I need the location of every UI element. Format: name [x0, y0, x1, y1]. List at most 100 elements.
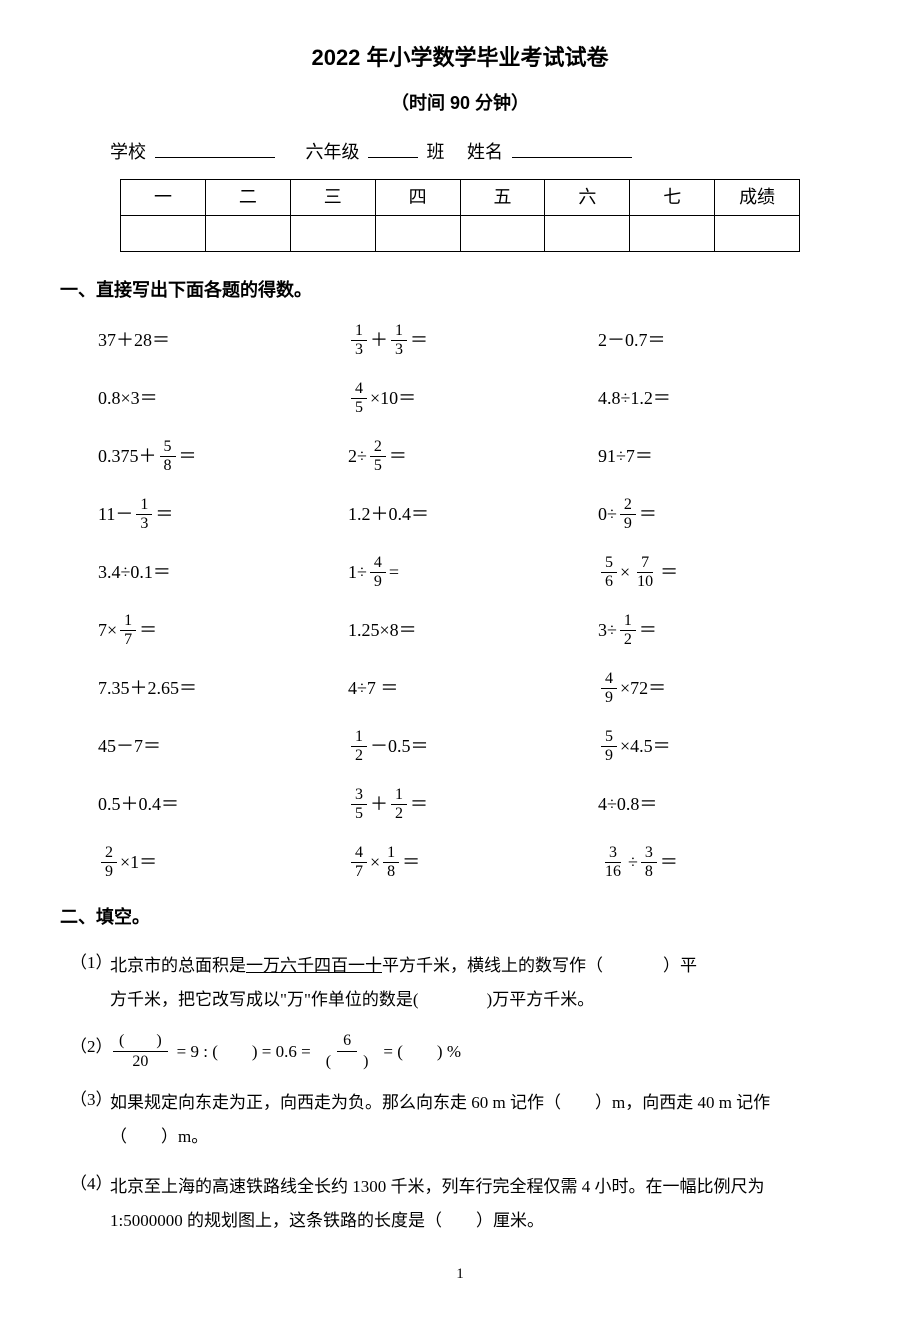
q2-frac1-num[interactable]: ( ) [113, 1033, 168, 1052]
section1-title: 一、直接写出下面各题的得数。 [60, 276, 860, 305]
student-info-line: 学校 六年级 班 姓名 [60, 138, 860, 167]
fraction: 35 [351, 787, 367, 822]
problem-cell: 29 ×1＝ [98, 845, 348, 881]
class-label: 班 [427, 142, 445, 162]
fraction: 25 [370, 439, 386, 474]
fraction: 12 [620, 613, 636, 648]
problem-cell: 11－ 13 ＝ [98, 497, 348, 533]
fill-blank-section: （1） 北京市的总面积是一万六千四百一十平方千米，横线上的数写作（）平 方千米，… [60, 949, 860, 1238]
fraction: 45 [351, 381, 367, 416]
score-header-cell: 六 [545, 179, 630, 215]
fill-q4-num: （4） [70, 1170, 110, 1238]
problem-cell: 7×17 ＝ [98, 613, 348, 649]
q1-text-c: ）平 [663, 956, 697, 975]
fraction: 49 [370, 555, 386, 590]
problem-cell: 0.5＋0.4＝ [98, 787, 348, 823]
section2-title: 二、填空。 [60, 903, 860, 932]
q2-eq2: = ( ) % [383, 1035, 461, 1069]
problem-row: 37＋28＝13 ＋13 ＝2－0.7＝ [98, 323, 860, 359]
q2-frac2-num: 6 [337, 1033, 357, 1052]
problem-row: 7×17 ＝1.25×8＝3÷12 ＝ [98, 613, 860, 649]
fraction: 18 [383, 845, 399, 880]
q3-line1: 如果规定向东走为正，向西走为负。那么向东走 60 m 记作（ ）m，向西走 40… [110, 1093, 770, 1112]
page-number: 1 [60, 1262, 860, 1286]
problem-cell: 47 ×18 ＝ [348, 845, 598, 881]
score-value-cell[interactable] [545, 215, 630, 251]
problem-cell: 2÷25 ＝ [348, 439, 598, 475]
problem-cell: 1÷49 = [348, 555, 598, 591]
fraction: 316 [601, 845, 625, 880]
score-value-cell[interactable] [715, 215, 800, 251]
class-blank[interactable] [368, 157, 418, 158]
score-header-cell: 四 [375, 179, 460, 215]
q3-line2: （ ）m。 [110, 1127, 208, 1146]
q4-line1: 北京至上海的高速铁路线全长约 1300 千米，列车行完全程仅需 4 小时。在一幅… [110, 1177, 765, 1196]
fraction: 29 [620, 497, 636, 532]
score-value-cell[interactable] [460, 215, 545, 251]
problem-cell: 59 ×4.5＝ [598, 729, 848, 765]
fraction: 17 [120, 613, 136, 648]
problem-row: 11－ 13 ＝1.2＋0.4＝0÷29 ＝ [98, 497, 860, 533]
problem-cell: 12 －0.5＝ [348, 729, 598, 765]
fill-q2: （2） ( ) 20 = 9 : ( ) = 0.6 = 6 ( ) = ( )… [70, 1033, 860, 1070]
problem-cell: 91÷7＝ [598, 439, 848, 475]
problem-cell: 1.2＋0.4＝ [348, 497, 598, 533]
q2-frac2: 6 ( ) [320, 1033, 375, 1070]
problem-row: 0.5＋0.4＝35＋12 ＝4÷0.8＝ [98, 787, 860, 823]
score-table: 一 二 三 四 五 六 七 成绩 [120, 179, 800, 252]
q1-text-b: 平方千米，横线上的数写作（ [382, 956, 603, 975]
problem-cell: 37＋28＝ [98, 323, 348, 359]
problem-row: 29 ×1＝47 ×18 ＝316 ÷38 ＝ [98, 845, 860, 881]
problem-cell: 316 ÷38 ＝ [598, 845, 848, 881]
problem-cell: 45 ×10＝ [348, 381, 598, 417]
q2-eq1: = 9 : ( ) = 0.6 = [177, 1035, 311, 1069]
fraction: 58 [160, 439, 176, 474]
fill-q1: （1） 北京市的总面积是一万六千四百一十平方千米，横线上的数写作（）平 方千米，… [70, 949, 860, 1017]
score-value-cell[interactable] [375, 215, 460, 251]
fill-q2-body: ( ) 20 = 9 : ( ) = 0.6 = 6 ( ) = ( ) % [110, 1033, 860, 1070]
name-blank[interactable] [512, 157, 632, 158]
problem-cell: 45－7＝ [98, 729, 348, 765]
exam-title: 2022 年小学数学毕业考试试卷 [60, 40, 860, 75]
fraction: 56 [601, 555, 617, 590]
school-blank[interactable] [155, 157, 275, 158]
score-table-header-row: 一 二 三 四 五 六 七 成绩 [121, 179, 800, 215]
score-value-cell[interactable] [290, 215, 375, 251]
school-label: 学校 [110, 142, 146, 162]
score-header-cell: 二 [205, 179, 290, 215]
score-header-cell: 一 [121, 179, 206, 215]
problem-cell: 1.25×8＝ [348, 613, 598, 649]
fill-q4-body: 北京至上海的高速铁路线全长约 1300 千米，列车行完全程仅需 4 小时。在一幅… [110, 1170, 860, 1238]
fraction: 710 [633, 555, 657, 590]
q2-frac2-den[interactable]: ( ) [320, 1052, 375, 1070]
problem-cell: 7.35＋2.65＝ [98, 671, 348, 707]
fill-q3-body: 如果规定向东走为正，向西走为负。那么向东走 60 m 记作（ ）m，向西走 40… [110, 1086, 860, 1154]
fraction: 29 [101, 845, 117, 880]
score-header-cell: 三 [290, 179, 375, 215]
problem-cell: 4÷0.8＝ [598, 787, 848, 823]
fill-q1-body: 北京市的总面积是一万六千四百一十平方千米，横线上的数写作（）平 方千米，把它改写… [110, 949, 860, 1017]
problem-cell: 56 ×710 ＝ [598, 555, 848, 591]
q1-text-a: 北京市的总面积是 [110, 956, 246, 975]
score-header-cell: 七 [630, 179, 715, 215]
problem-cell: 0.375＋58 ＝ [98, 439, 348, 475]
q4-line2: 1:5000000 的规划图上，这条铁路的长度是（ ）厘米。 [110, 1211, 544, 1230]
score-value-cell[interactable] [630, 215, 715, 251]
fraction: 13 [351, 323, 367, 358]
q2-frac1: ( ) 20 [113, 1033, 168, 1070]
score-table-value-row [121, 215, 800, 251]
problem-cell: 0÷29 ＝ [598, 497, 848, 533]
score-header-cell: 五 [460, 179, 545, 215]
q1-underline: 一万六千四百一十 [246, 956, 382, 975]
fill-q3-num: （3） [70, 1086, 110, 1154]
problem-cell: 4÷7 ＝ [348, 671, 598, 707]
problem-row: 7.35＋2.65＝4÷7 ＝49 ×72＝ [98, 671, 860, 707]
fraction: 59 [601, 729, 617, 764]
problem-cell: 35＋12 ＝ [348, 787, 598, 823]
exam-subtitle: （时间 90 分钟） [60, 89, 860, 118]
score-value-cell[interactable] [205, 215, 290, 251]
problem-cell: 0.8×3＝ [98, 381, 348, 417]
fill-q4: （4） 北京至上海的高速铁路线全长约 1300 千米，列车行完全程仅需 4 小时… [70, 1170, 860, 1238]
score-value-cell[interactable] [121, 215, 206, 251]
problem-cell: 49 ×72＝ [598, 671, 848, 707]
